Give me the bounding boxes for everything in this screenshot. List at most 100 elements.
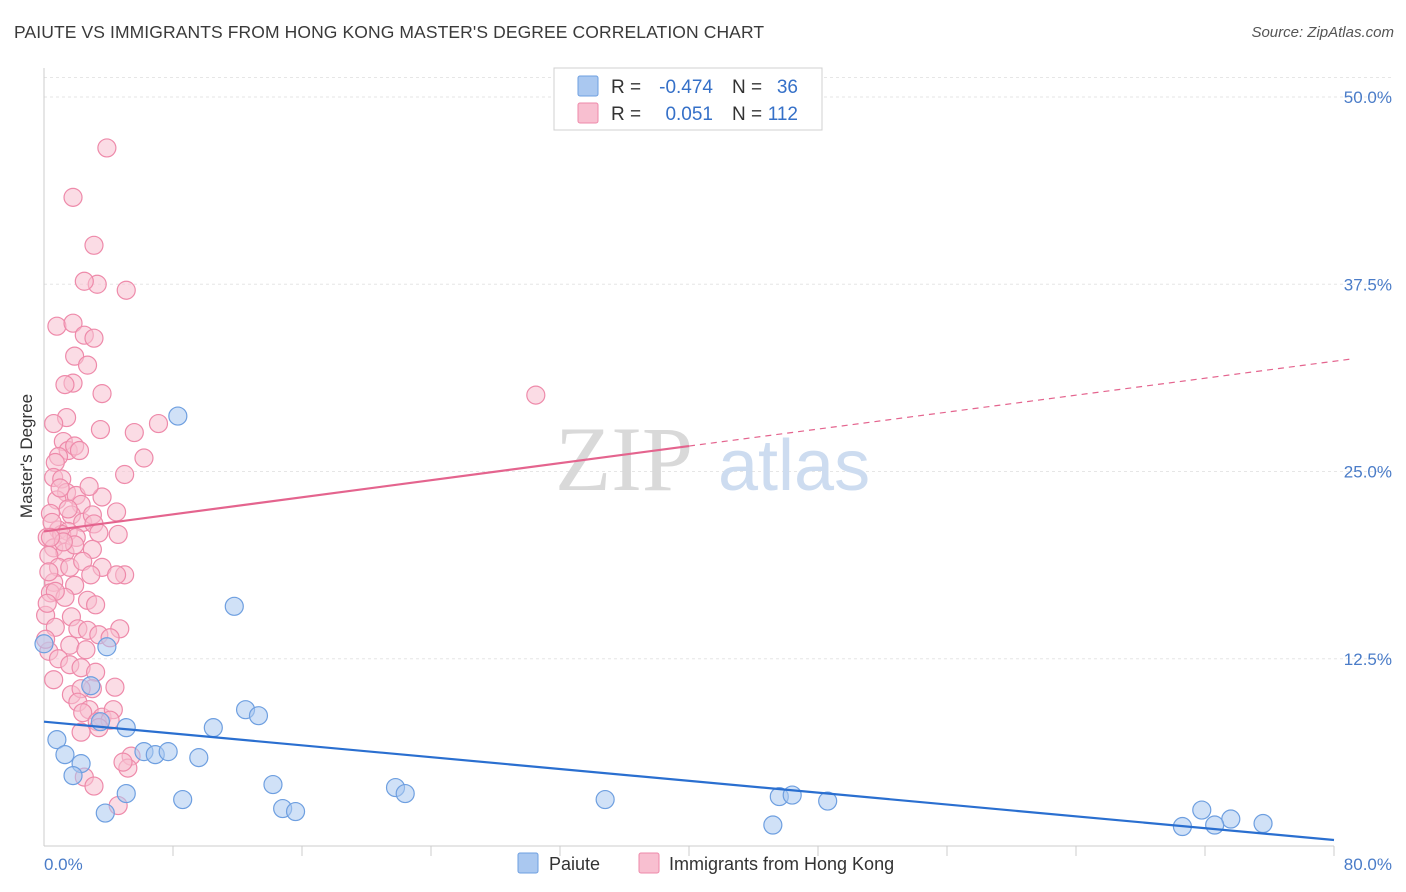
paiute-point [63,765,83,786]
chart-title: PAIUTE VS IMMIGRANTS FROM HONG KONG MAST… [14,22,765,42]
paiute-point [203,718,223,738]
paiute-point [34,634,54,654]
paiute-point [1221,809,1241,829]
legend-r-value-hk: 0.051 [665,104,713,125]
paiute-point [224,596,244,616]
hk-point [47,316,67,336]
paiute-point [263,774,283,795]
hk-point [105,677,125,697]
paiute-point [248,706,269,726]
paiute-point [55,745,75,765]
y-tick-label-1: 25.0% [1344,463,1392,482]
y-tick-labels: 12.5% 25.0% 37.5% 50.0% [1344,88,1392,669]
hk-point [44,670,64,690]
source-label: Source: ZipAtlas.com [1251,24,1394,41]
series-legend: Paiute Immigrants from Hong Kong [517,852,894,874]
stats-legend: R = -0.474 N = 36 R = 0.051 N = 112 [553,67,823,131]
paiute-point [116,783,136,804]
hk-point [55,375,75,395]
paiute-point [158,742,178,762]
hk-point [58,499,78,519]
watermark: ZIP atlas [555,408,870,510]
hk-point [73,703,93,723]
hk-point [76,640,96,660]
legend-n-value-hk: 112 [768,104,798,125]
paiute-point [395,783,415,804]
hk-point [39,562,59,582]
legend-r-value-paiute: -0.474 [659,77,713,98]
hk-point [85,595,106,615]
series-hong-kong-points [36,138,546,816]
hk-point [40,527,61,548]
paiute-point [81,676,101,696]
legend-r-label-hk: R = [611,104,641,125]
hk-point [106,502,127,522]
paiute-point [595,789,615,810]
y-tick-label-2: 37.5% [1344,275,1392,294]
hk-point [50,478,70,498]
hk-point [134,448,154,468]
hk-point [74,271,94,291]
hk-point [79,476,99,497]
hk-point [148,413,169,434]
paiute-point [1192,800,1212,820]
hk-point [116,280,136,300]
hk-point [108,524,128,545]
paiute-point [1253,813,1273,834]
bottom-legend-label-paiute: Paiute [549,854,600,874]
hk-point [81,565,101,585]
legend-swatch-hk [577,102,599,124]
legend-n-label-paiute: N = [732,77,762,98]
x-tick-label-max: 80.0% [1344,855,1392,874]
legend-n-value-paiute: 36 [777,77,798,98]
hk-point [115,464,135,485]
hk-point [71,722,91,742]
hk-point [90,419,111,440]
paiute-point [95,803,115,823]
paiute-point [763,815,783,835]
paiute-point [818,791,838,811]
x-ticks [172,846,1335,856]
hk-point [63,313,83,333]
x-tick-label-min: 0.0% [44,855,83,874]
legend-r-label-paiute: R = [611,77,641,98]
hk-point [92,384,112,404]
hk-point [69,440,90,461]
paiute-point [285,801,306,822]
paiute-trend-line [43,720,1335,842]
watermark-atlas: atlas [718,426,870,506]
gridlines [44,77,1392,660]
hk-trend-line [43,444,690,533]
hk-point [84,328,104,348]
paiute-point [1205,815,1225,835]
hk-point [124,422,144,443]
hk-point [92,487,112,507]
watermark-zip: ZIP [555,408,693,510]
hk-point [77,355,98,375]
hk-point [37,593,57,613]
series-paiute-points [34,406,1273,837]
hk-point [44,413,64,434]
paiute-point [97,637,117,657]
hk-point [97,138,117,158]
hk-point [113,752,133,772]
hk-point [84,235,104,255]
hk-point [106,565,127,585]
y-tick-label-3: 50.0% [1344,88,1392,107]
bottom-legend-swatch-hk [638,852,660,874]
legend-swatch-paiute [577,75,599,97]
hk-point [63,187,83,207]
paiute-point [47,730,67,750]
hk-trend-line-extension [688,358,1351,447]
paiute-point [173,789,193,810]
hk-point [89,523,109,543]
bottom-legend-label-hk: Immigrants from Hong Kong [669,854,894,874]
trend-lines [43,358,1351,842]
bottom-legend-swatch-paiute [517,852,539,874]
hk-point [84,776,104,796]
hk-point [526,385,546,405]
legend-n-label-hk: N = [732,104,762,125]
stats-legend-box [553,67,823,131]
y-axis-label: Master's Degree [17,394,36,518]
